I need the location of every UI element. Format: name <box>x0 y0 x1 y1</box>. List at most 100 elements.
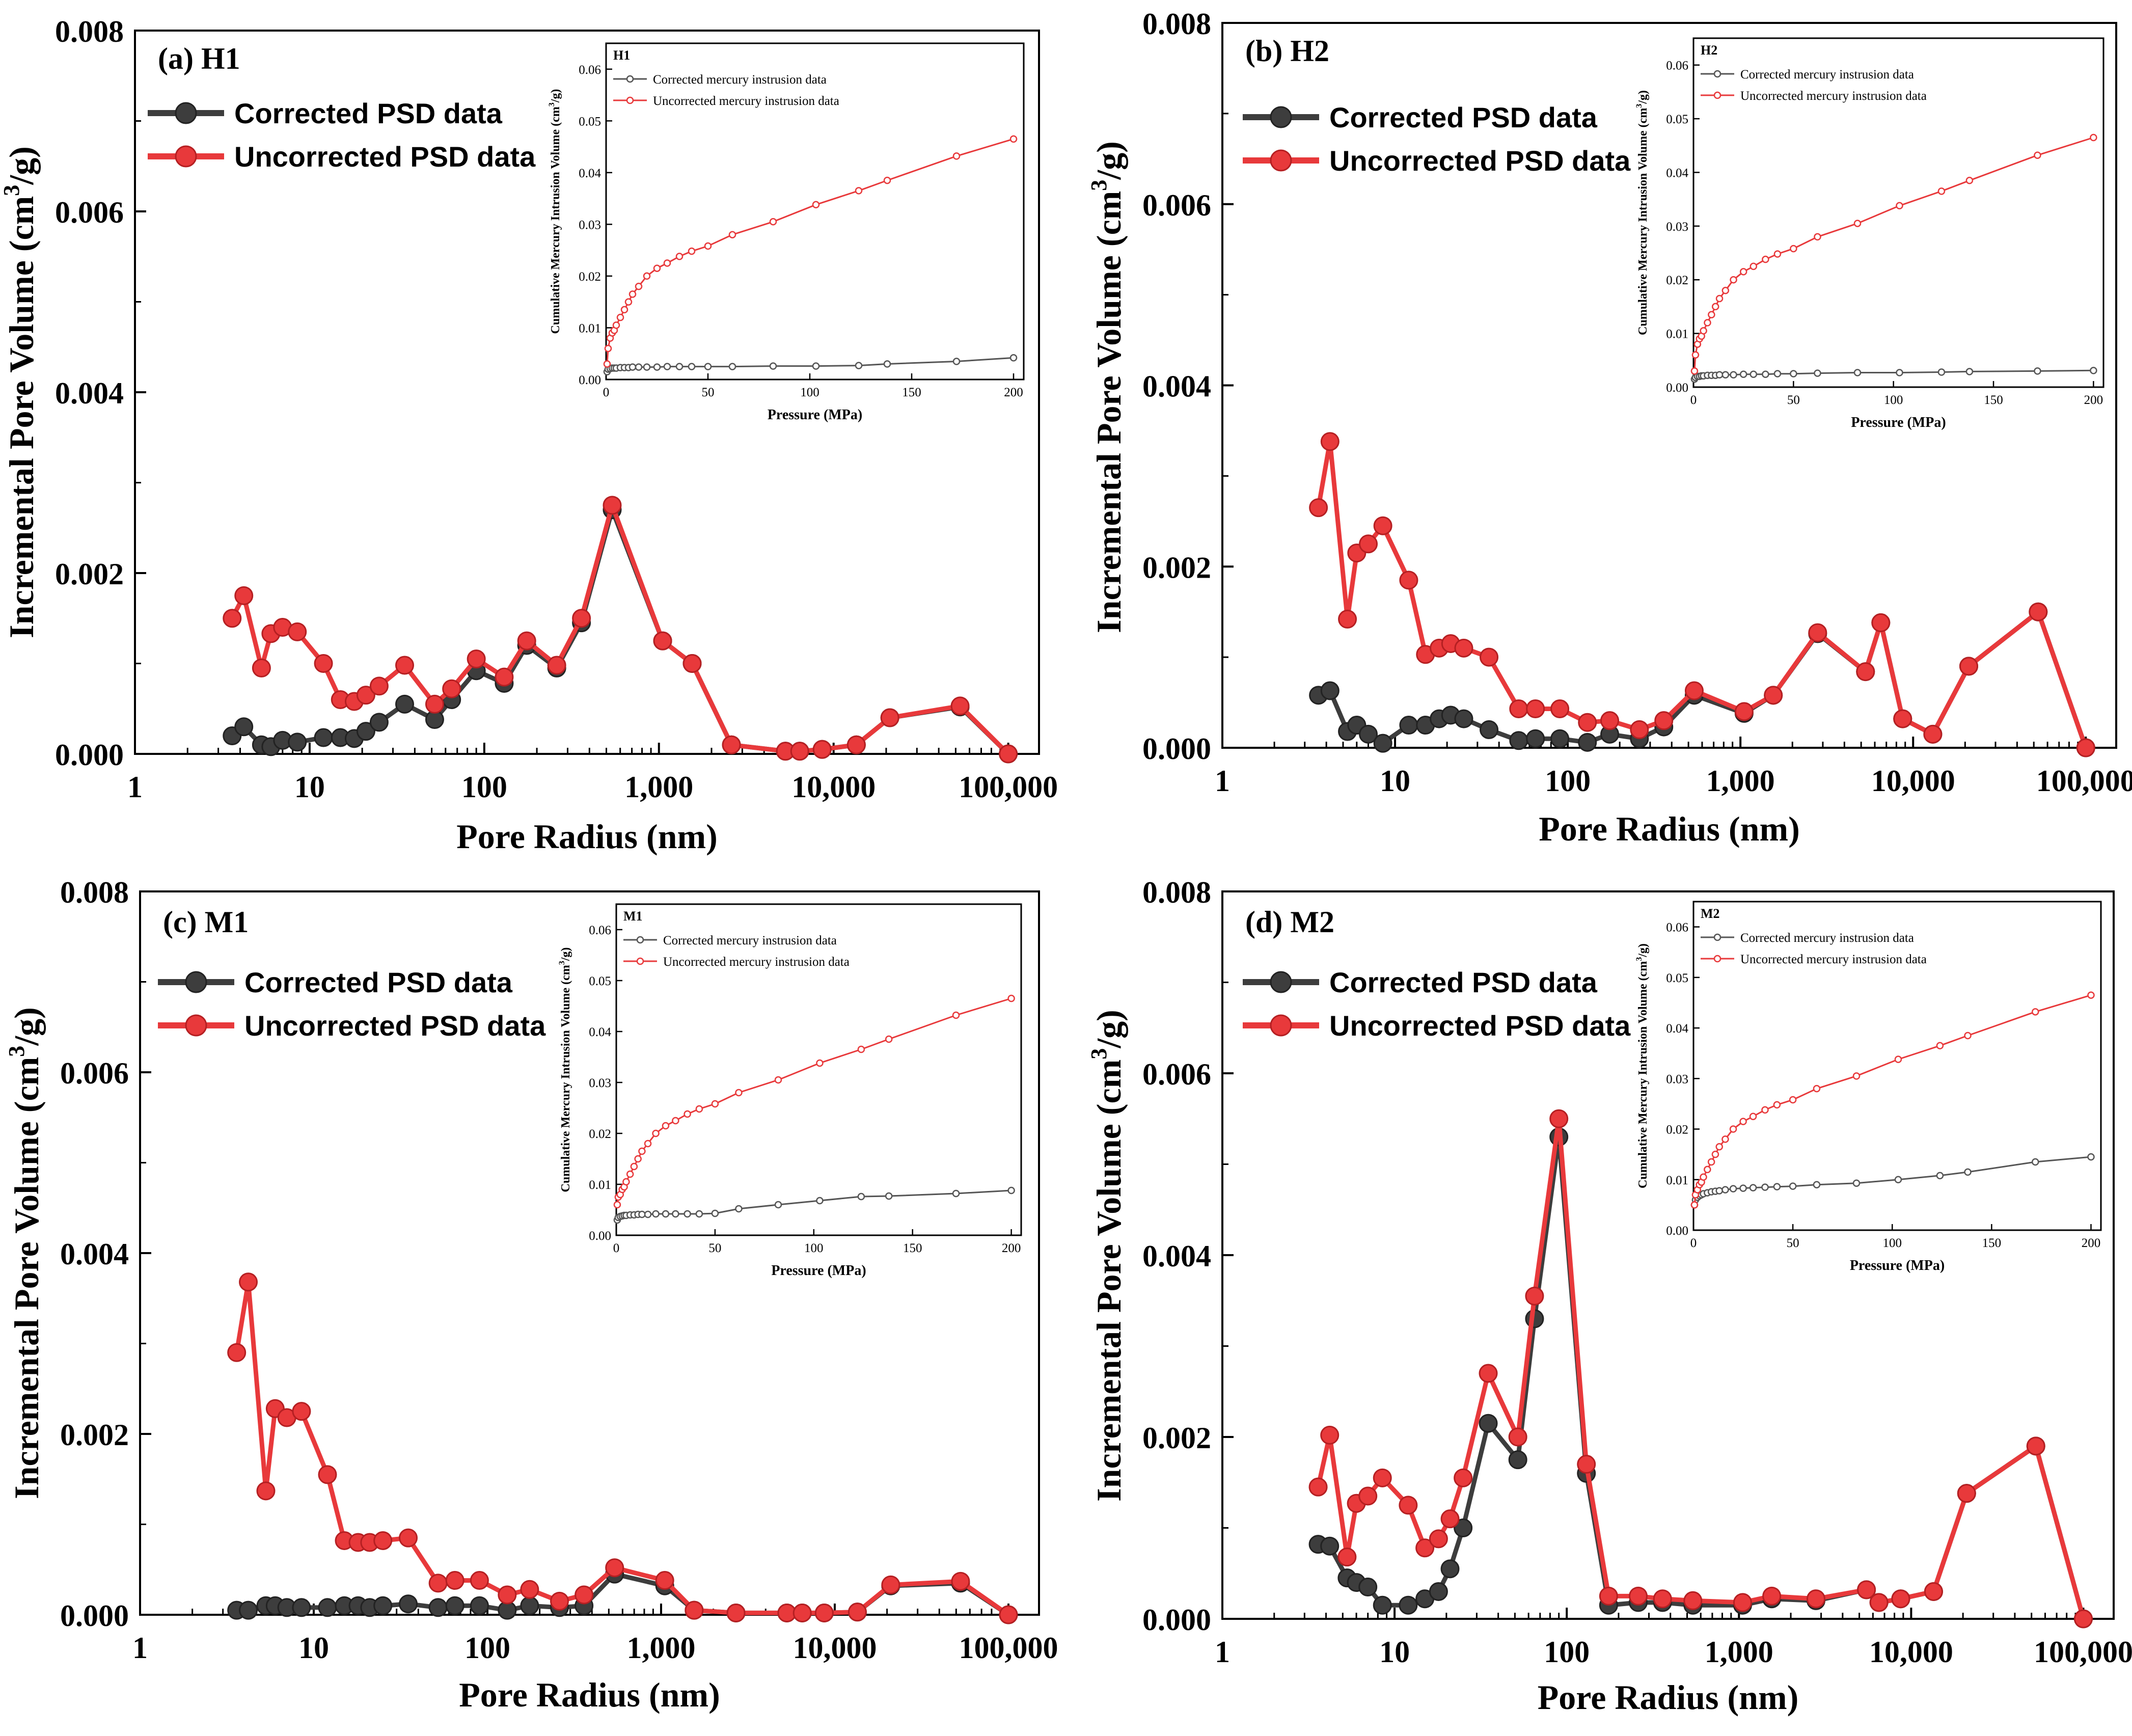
inset-y-tick-label: 0.04 <box>579 167 601 180</box>
data-point-uncorrected <box>356 686 375 705</box>
data-point-corrected <box>1526 729 1545 748</box>
inset-data-point <box>1711 303 1719 311</box>
inset-x-tick-label: 150 <box>1982 1236 2002 1250</box>
y-axis-title: Incremental Pore Volume (cm3/g) <box>1086 141 1128 633</box>
legend-label: Corrected PSD data <box>234 97 503 129</box>
legend-marker <box>1270 1014 1292 1037</box>
inset-x-axis-title: Pressure (MPa) <box>1850 1258 1945 1273</box>
inset-y-axis-title: Cumulative Mercury Intrusion Volume (cm3… <box>1635 90 1650 335</box>
inset-data-point <box>612 321 620 329</box>
y-tick-label: 0.002 <box>1142 551 1211 584</box>
data-point-corrected <box>1508 1450 1527 1470</box>
data-point-uncorrected <box>445 1571 464 1590</box>
inset-data-point <box>1852 1179 1861 1187</box>
data-point-uncorrected <box>999 744 1018 764</box>
inset-y-title-tail: /g) <box>1636 90 1650 104</box>
inset-data-point <box>816 1197 824 1205</box>
data-point-uncorrected <box>252 658 271 677</box>
legend-label: Uncorrected PSD data <box>234 141 536 173</box>
y-axis-title: Incremental Pore Volume (cm3/g) <box>4 1007 46 1499</box>
x-tick-label: 1 <box>132 1631 148 1665</box>
data-point-uncorrected <box>999 1605 1018 1624</box>
inset-data-point <box>1773 370 1782 377</box>
data-point-uncorrected <box>318 1465 337 1484</box>
inset-y-tick-label: 0.05 <box>1666 971 1688 985</box>
inset-y-tick-label: 0.04 <box>1666 1022 1688 1036</box>
x-axis-title: Pore Radius (nm) <box>1539 809 1800 848</box>
data-point-uncorrected <box>1399 571 1418 590</box>
inset-y-tick-label: 0.05 <box>1666 113 1688 126</box>
inset-data-point <box>735 1089 743 1097</box>
data-point-corrected <box>239 1601 258 1620</box>
legend-label: Corrected PSD data <box>1329 966 1598 998</box>
data-point-corrected <box>356 722 375 741</box>
inset-data-point <box>1739 370 1747 378</box>
y-axis-title-tail: /g) <box>7 1007 46 1046</box>
inset-data-point <box>695 1105 703 1113</box>
x-tick-label: 1,000 <box>1706 764 1775 798</box>
inset-x-tick-label: 200 <box>2082 1236 2101 1250</box>
data-point-uncorrected <box>1684 681 1704 700</box>
inset-data-point <box>1789 1182 1797 1190</box>
series-line-uncorrected <box>1316 441 2088 749</box>
inset-data-point <box>1749 1113 1757 1120</box>
data-point-uncorrected <box>1600 711 1620 730</box>
inset-data-point <box>857 1192 865 1201</box>
inset-data-point <box>1707 1158 1715 1166</box>
data-point-uncorrected <box>1320 432 1340 451</box>
data-point-corrected <box>470 1596 489 1615</box>
inset-y-tick-label: 0.02 <box>1666 1123 1688 1137</box>
inset-y-title-tail: /g) <box>549 89 562 103</box>
y-tick-label: 0.006 <box>1142 1057 1211 1091</box>
y-tick-label: 0.000 <box>55 738 124 772</box>
inset-data-point <box>603 360 611 368</box>
data-point-uncorrected <box>1734 702 1754 721</box>
inset-data-point <box>1852 1072 1861 1080</box>
inset-data-point <box>1721 1186 1729 1194</box>
y-axis-title-sup: 3 <box>1086 1048 1111 1060</box>
data-point-uncorrected <box>1654 711 1674 730</box>
inset-chart: 0.00 0.01 0.02 0.03 0.04 0.05 0.06 0 50 100 150 200… <box>1635 901 2102 1273</box>
data-point-corrected <box>445 1596 464 1615</box>
inset-y-tick-label: 0.04 <box>589 1025 611 1039</box>
data-point-corrected <box>1480 720 1499 739</box>
inset-y-title-main: Cumulative Mercury Intrusion Volume (cm <box>559 965 572 1192</box>
data-point-uncorrected <box>428 1574 448 1593</box>
inset-x-axis-title: Pressure (MPa) <box>768 407 862 423</box>
inset-y-title-sup: 3 <box>558 961 566 965</box>
inset-data-point <box>812 201 820 209</box>
panel-label: (d) M2 <box>1245 905 1334 939</box>
inset-y-title-main: Cumulative Mercury Intrusion Volume (cm <box>1636 108 1650 335</box>
inset-y-title-tail: /g) <box>1636 943 1650 958</box>
inset-x-tick-label: 0 <box>1690 393 1697 407</box>
inset-legend-label: Uncorrected mercury instrusion data <box>653 94 839 108</box>
data-point-uncorrected <box>1509 699 1528 719</box>
y-tick-label: 0.004 <box>60 1237 129 1271</box>
data-point-uncorrected <box>2076 738 2095 757</box>
data-point-corrected <box>1578 733 1597 752</box>
data-point-uncorrected <box>1577 1455 1596 1474</box>
inset-x-tick-label: 200 <box>1002 1241 1021 1255</box>
inset-data-point <box>2031 1008 2039 1016</box>
inset-legend-label: Uncorrected mercury instrusion data <box>1740 89 1927 103</box>
data-point-uncorrected <box>655 1571 674 1590</box>
inset-data-point <box>952 358 961 365</box>
inset-y-tick-label: 0.03 <box>579 218 601 232</box>
inset-data-point <box>2090 133 2097 142</box>
y-tick-label: 0.006 <box>55 196 124 229</box>
data-point-uncorrected <box>1337 1548 1357 1567</box>
data-point-uncorrected <box>814 1603 834 1622</box>
x-tick-label: 100 <box>1544 1635 1590 1669</box>
data-point-uncorrected <box>399 1528 418 1548</box>
inset-data-point <box>644 1210 652 1218</box>
inset-x-tick-label: 0 <box>1690 1236 1697 1250</box>
inset-data-point <box>635 282 643 290</box>
inset-data-point <box>630 1162 638 1171</box>
x-tick-label: 1 <box>127 770 143 804</box>
inset-x-tick-label: 50 <box>702 386 715 399</box>
inset-legend-marker <box>1713 933 1721 941</box>
x-tick-label: 100,000 <box>959 770 1058 804</box>
inset-data-point <box>952 1011 960 1019</box>
inset-data-point <box>1761 1106 1769 1114</box>
